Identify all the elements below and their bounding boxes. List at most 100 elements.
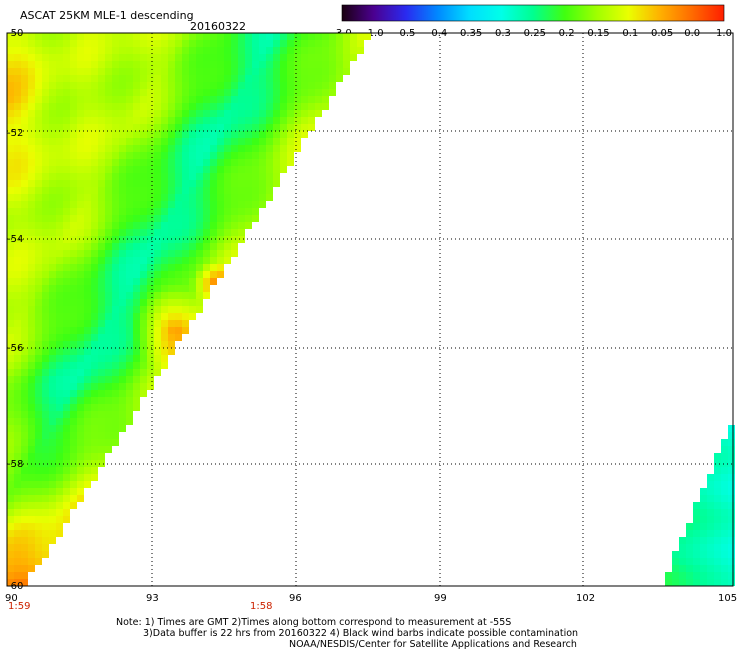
swath-cell <box>301 47 308 54</box>
swath-cell <box>28 397 35 404</box>
swath-cell <box>126 138 133 145</box>
swath-cell <box>84 117 91 124</box>
swath-cell <box>98 306 105 313</box>
swath-cell <box>133 243 140 250</box>
swath-cell <box>224 215 231 222</box>
swath-cell <box>245 208 252 215</box>
swath-cell <box>252 54 259 61</box>
swath-cell <box>259 159 266 166</box>
swath-cell <box>119 40 126 47</box>
swath-cell <box>21 348 28 355</box>
swath-cell <box>672 572 679 579</box>
swath-cell <box>210 117 217 124</box>
swath-cell <box>49 285 56 292</box>
swath-cell <box>7 89 14 96</box>
swath-cell <box>119 271 126 278</box>
swath-cell <box>98 334 105 341</box>
swath-cell <box>245 222 252 229</box>
swath-cell <box>147 243 154 250</box>
swath-cell <box>140 187 147 194</box>
swath-cell <box>14 397 21 404</box>
swath-cell <box>7 418 14 425</box>
swath-cell <box>210 61 217 68</box>
longitude-labels: 90 93 96 99 102 105 <box>5 593 737 604</box>
swath-cell <box>154 145 161 152</box>
swath-cell <box>105 250 112 257</box>
swath-cell <box>217 187 224 194</box>
swath-cell <box>238 201 245 208</box>
swath-cell <box>161 145 168 152</box>
swath-cell <box>147 75 154 82</box>
swath-cell <box>217 243 224 250</box>
swath-cell <box>133 250 140 257</box>
swath-cell <box>245 166 252 173</box>
swath-cell <box>14 432 21 439</box>
swath-cell <box>140 250 147 257</box>
swath-cell <box>147 117 154 124</box>
swath-cell <box>42 299 49 306</box>
swath-cell <box>280 159 287 166</box>
swath-cell <box>28 411 35 418</box>
swath-cell <box>728 537 735 544</box>
swath-cell <box>49 54 56 61</box>
swath-cell <box>119 194 126 201</box>
swath-cell <box>154 61 161 68</box>
swath-cell <box>28 264 35 271</box>
swath-cell <box>721 446 728 453</box>
swath-cell <box>77 383 84 390</box>
swath-cell <box>84 124 91 131</box>
swath-cell <box>301 75 308 82</box>
swath-cell <box>217 54 224 61</box>
swath-cell <box>252 201 259 208</box>
swath-cell <box>126 299 133 306</box>
swath-cell <box>77 453 84 460</box>
swath-cell <box>301 40 308 47</box>
swath-cell <box>119 82 126 89</box>
swath-cell <box>273 180 280 187</box>
swath-cell <box>126 33 133 40</box>
swath-cell <box>84 257 91 264</box>
swath-cell <box>210 166 217 173</box>
swath-cell <box>161 138 168 145</box>
swath-cell <box>77 47 84 54</box>
swath-cell <box>21 432 28 439</box>
swath-cell <box>49 173 56 180</box>
swath-cell <box>161 61 168 68</box>
swath-cell <box>28 250 35 257</box>
swath-cell <box>322 96 329 103</box>
swath-cell <box>196 145 203 152</box>
swath-cell <box>140 173 147 180</box>
swath-cell <box>70 110 77 117</box>
swath-cell <box>196 194 203 201</box>
swath-cell <box>112 418 119 425</box>
swath-cell <box>182 145 189 152</box>
swath-cell <box>224 33 231 40</box>
swath-cell <box>147 166 154 173</box>
swath-cell <box>42 397 49 404</box>
swath-cell <box>147 103 154 110</box>
swath-cell <box>189 75 196 82</box>
swath-cell <box>77 320 84 327</box>
swath-cell <box>238 152 245 159</box>
swath-cell <box>147 47 154 54</box>
swath-cell <box>161 306 168 313</box>
swath-cell <box>217 166 224 173</box>
swath-cell <box>91 250 98 257</box>
swath-cell <box>203 180 210 187</box>
swath-cell <box>105 439 112 446</box>
swath-cell <box>728 523 735 530</box>
swath-cell <box>42 145 49 152</box>
swath-cell <box>63 460 70 467</box>
swath-cell <box>49 537 56 544</box>
swath-cell <box>189 250 196 257</box>
swath-cell <box>133 292 140 299</box>
swath-cell <box>245 110 252 117</box>
swath-cell <box>14 495 21 502</box>
swath-cell <box>14 334 21 341</box>
swath-cell <box>175 236 182 243</box>
swath-cell <box>126 96 133 103</box>
swath-cell <box>70 145 77 152</box>
swath-cell <box>175 152 182 159</box>
swath-cell <box>63 474 70 481</box>
swath-cell <box>343 33 350 40</box>
